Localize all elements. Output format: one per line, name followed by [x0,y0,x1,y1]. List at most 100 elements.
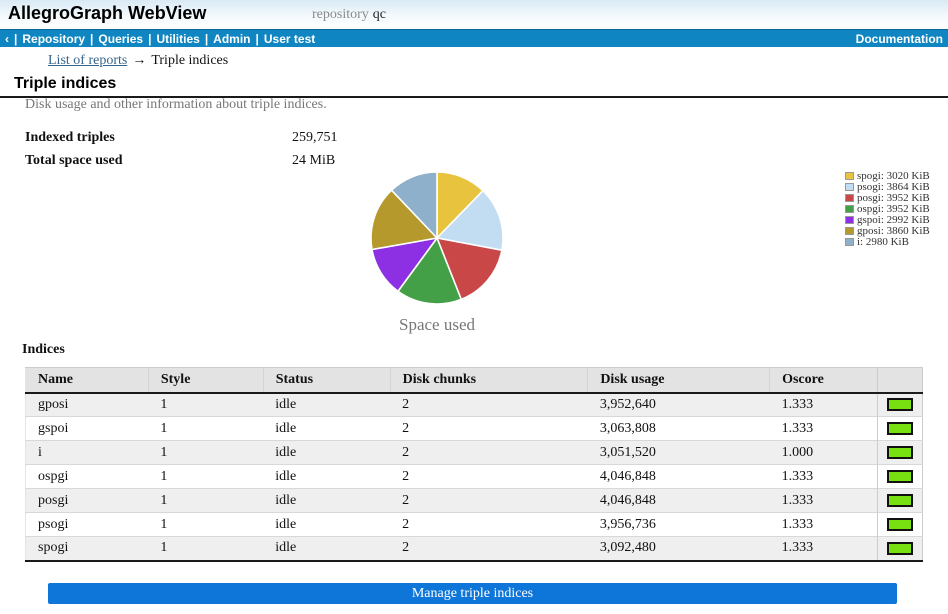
nav-item-admin[interactable]: Admin [213,31,251,46]
legend-swatch-icon [845,194,854,202]
cell-health [876,416,923,441]
app-title: AllegroGraph WebView [8,3,207,23]
health-bar [886,541,913,555]
pie-chart [365,166,509,310]
repository-label: repository [312,7,369,22]
legend-item-posgi: posgi: 3952 KiB [845,192,930,204]
table-header-row: Name Style Status Disk chunks Disk usage… [25,367,923,394]
cell-usage: 4,046,848 [587,488,770,513]
repository-indicator: repository qc [312,7,386,23]
cell-chunks: 2 [390,536,588,562]
pie-slice-gposi [370,189,439,251]
stat-row: Indexed triples 259,751 [25,126,525,149]
column-header-bar [876,367,923,394]
cell-health [876,536,923,562]
nav-separator: | [255,31,259,46]
pie-slice-posgi [435,236,503,301]
legend-label: gspoi: 2992 KiB [857,214,930,226]
cell-style: 1 [148,488,264,513]
nav-back-chevron-icon[interactable]: ‹ [5,31,9,46]
stats-list: Indexed triples 259,751 Total space used 24… [25,126,525,172]
indices-table: Name Style Status Disk chunks Disk usage… [25,367,923,562]
health-bar [886,445,913,459]
column-header-status[interactable]: Status [262,367,391,394]
main-nav: ‹ | Repository | Queries | Utilities | Admin | Us… [0,29,948,47]
breadcrumb-link-list-of-reports[interactable]: List of reports [48,53,128,68]
legend-swatch-icon [845,216,854,224]
cell-status: idle [263,440,391,465]
cell-health [876,512,923,537]
chart-legend: spogi: 3020 KiB psogi: 3864 KiB posgi: 395… [845,171,930,248]
cell-oscore: 1.333 [769,392,878,417]
legend-item-i: i: 2980 KiB [845,236,930,248]
cell-health [876,464,923,489]
cell-status: idle [263,512,391,537]
cell-status: idle [263,536,391,562]
table-row-spogi: spogi 1 idle 2 3,092,480 1.333 [25,536,923,562]
cell-usage: 3,956,736 [587,512,770,537]
legend-item-gspoi: gspoi: 2992 KiB [845,214,930,226]
legend-swatch-icon [845,227,854,235]
cell-oscore: 1.333 [769,536,878,562]
legend-label: posgi: 3952 KiB [857,192,930,204]
cell-usage: 3,063,808 [587,416,770,441]
top-header-band: AllegroGraph WebView repository qc [0,0,948,29]
cell-name: i [25,440,149,465]
nav-item-queries[interactable]: Queries [98,31,144,46]
nav-item-repository[interactable]: Repository [22,31,86,46]
cell-usage: 3,092,480 [587,536,770,562]
column-header-oscore[interactable]: Oscore [769,367,878,394]
cell-chunks: 2 [390,488,588,513]
cell-style: 1 [148,512,264,537]
cell-chunks: 2 [390,416,588,441]
legend-label: spogi: 3020 KiB [857,170,930,182]
table-row-gposi: gposi 1 idle 2 3,952,640 1.333 [25,392,923,417]
breadcrumb-arrow: → [132,53,147,68]
stat-label: Total space used [25,152,123,168]
legend-swatch-icon [845,183,854,191]
cell-oscore: 1.333 [769,416,878,441]
chart-caption: Space used [398,315,475,334]
nav-item-user-test[interactable]: User test [263,31,316,46]
nav-item-utilities[interactable]: Utilities [156,31,200,46]
nav-separator: | [204,31,209,46]
cell-style: 1 [148,416,264,441]
cell-status: idle [263,416,391,441]
health-bar [886,517,913,531]
health-bar [886,493,913,507]
stat-value: 259,751 [292,129,338,145]
column-header-disk-chunks[interactable]: Disk chunks [389,367,588,394]
breadcrumb: List of reports → Triple indices [48,53,228,69]
column-header-name[interactable]: Name [25,367,149,394]
cell-name: spogi [25,536,149,562]
cell-oscore: 1.333 [769,488,878,513]
health-bar [886,421,913,435]
cell-style: 1 [148,440,264,465]
breadcrumb-current: Triple indices [151,53,229,68]
cell-health [876,440,923,465]
cell-name: ospgi [25,464,149,489]
column-header-style[interactable]: Style [147,367,264,394]
cell-usage: 3,952,640 [587,392,770,417]
cell-health [876,392,923,417]
nav-left: ‹ | Repository | Queries | Utilities | Admin | Us… [5,32,315,46]
manage-triple-indices-button[interactable]: Manage triple indices [48,583,897,604]
legend-label: i: 2980 KiB [857,236,909,248]
cell-status: idle [263,488,391,513]
cell-usage: 4,046,848 [587,464,770,489]
table-row-i: i 1 idle 2 3,051,520 1.000 [25,440,923,465]
nav-link-documentation[interactable]: Documentation [855,31,943,46]
cell-chunks: 2 [390,440,588,465]
cell-oscore: 1.000 [769,440,878,465]
pie-slice-ospgi [396,236,463,305]
cell-name: gposi [25,392,149,417]
column-header-disk-usage[interactable]: Disk usage [587,367,770,394]
stat-row: Total space used 24 MiB [25,149,525,172]
cell-chunks: 2 [390,512,588,537]
cell-oscore: 1.333 [769,464,878,489]
cell-status: idle [263,392,391,417]
nav-separator: | [90,31,94,46]
page-title: Triple indices [0,75,948,98]
page-description: Disk usage and other information about t… [25,97,327,112]
